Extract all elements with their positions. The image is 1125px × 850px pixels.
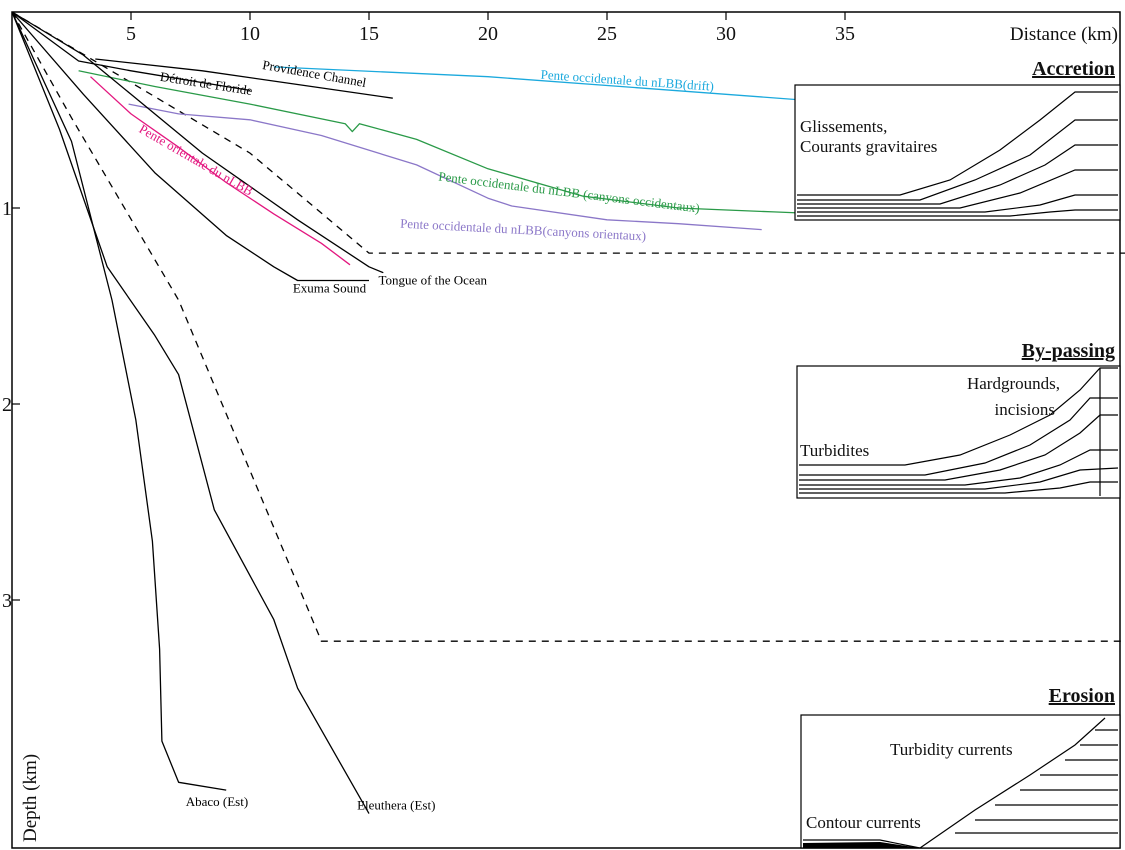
bypassing-text-3: Turbidites (800, 441, 869, 460)
x-tick-label-35: 35 (835, 23, 855, 45)
erosion-strata (803, 717, 1118, 849)
x-tick-label-30: 30 (716, 23, 736, 45)
series-line-pente-orientale-du-nlbb (90, 76, 351, 266)
dashed-reference-line-2 (11, 11, 1125, 642)
series-line-pente-occidentale-du-nlbb-canyons-orientaux (128, 103, 762, 231)
series-label-pente-occidentale-du-nlbb-canyons-occidentaux: Pente occidentale du nLBB (canyons occid… (438, 169, 701, 216)
accretion-text-1: Glissements, (800, 117, 887, 136)
bypassing-text-1: Hardgrounds, (967, 374, 1060, 393)
x-tick-label-25: 25 (597, 23, 617, 45)
series-label-pente-occidentale-du-nlbb-drift: Pente occidentale du nLBB(drift) (540, 67, 714, 94)
series-label-tongue-of-the-ocean: Tongue of the Ocean (379, 272, 488, 287)
x-tick-label-5: 5 (126, 23, 136, 45)
x-tick-label-15: 15 (359, 23, 379, 45)
y-tick-label-3: 3 (2, 590, 12, 612)
series-label-exuma-sound: Exuma Sound (293, 280, 367, 295)
accretion-strata (797, 91, 1118, 217)
bypassing-box (796, 365, 1121, 499)
reference-dashed-lines (11, 11, 1125, 642)
bypassing-text-2: incisions (995, 400, 1055, 419)
series-line-eleuthera-est (11, 11, 370, 814)
series-label-detroit-de-floride: Détroit de Floride (159, 69, 254, 98)
series-line-providence-channel (95, 58, 393, 99)
erosion-base-fill (803, 842, 920, 848)
accretion-text-2: Courants gravitaires (800, 137, 937, 156)
erosion-title: Erosion (1049, 685, 1115, 707)
accretion-title: Accretion (1032, 58, 1115, 80)
series-label-providence-channel: Providence Channel (261, 57, 367, 90)
bypassing-title: By-passing (1022, 340, 1115, 362)
y-tick-label-2: 2 (2, 394, 12, 416)
erosion-text-2: Contour currents (806, 813, 921, 832)
series-line-pente-occidentale-du-nlbb-canyons-occidentaux (78, 70, 869, 217)
y-axis-ticks: 1 2 3 (2, 198, 20, 612)
x-tick-label-20: 20 (478, 23, 498, 45)
erosion-panel: Erosion Turbidity currents Contour curre… (800, 685, 1121, 849)
series-line-detroit-de-floride (11, 11, 251, 92)
series-label-eleuthera-est: Eleuthera (Est) (357, 798, 435, 813)
series-label-abaco-est: Abaco (Est) (186, 794, 248, 809)
dashed-reference-line-1 (11, 11, 1125, 254)
x-axis-title: Distance (km) (1010, 24, 1118, 45)
series-line-tongue-of-the-ocean (11, 11, 384, 274)
y-tick-label-1: 1 (2, 198, 12, 220)
x-axis-ticks: 5 10 15 20 25 30 35 (126, 12, 855, 45)
series-line-abaco-est (11, 11, 227, 791)
erosion-box (800, 714, 1121, 849)
profile-series (11, 11, 869, 814)
series-label-pente-orientale-du-nlbb: Pente orientale du nLBB (137, 121, 256, 199)
bypassing-strata (799, 367, 1119, 496)
series-line-pente-occidentale-du-nlbb-drift (273, 66, 857, 105)
accretion-panel: Accretion Glissements, Courants gravitai… (794, 58, 1121, 221)
erosion-text-1: Turbidity currents (890, 740, 1013, 759)
y-axis-title: Depth (km) (20, 754, 41, 842)
series-line-exuma-sound (11, 11, 369, 282)
bypassing-panel: By-passing Hardgrounds, incisions Turbid… (796, 340, 1121, 499)
x-tick-label-10: 10 (240, 23, 260, 45)
